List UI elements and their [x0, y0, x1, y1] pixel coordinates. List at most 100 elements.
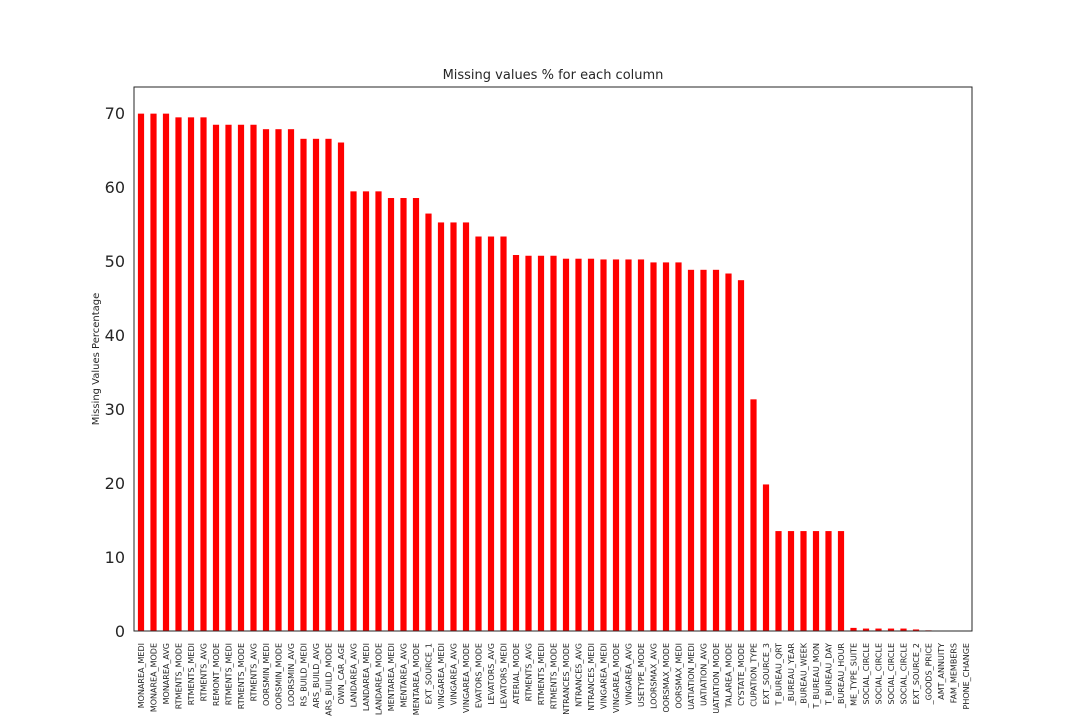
x-tick-label: RTMENTS_AVG — [250, 643, 259, 701]
x-tick-label: _BUREAU_HOUR — [837, 643, 846, 709]
y-tick-label: 60 — [105, 178, 125, 197]
bar — [837, 531, 845, 631]
bar — [750, 399, 757, 631]
bar — [825, 531, 832, 631]
bar — [512, 255, 520, 631]
x-tick-label: UATIATION_MEDI — [687, 643, 696, 710]
bar — [362, 191, 370, 632]
x-tick-label: CUPATION_TYPE — [750, 643, 759, 707]
bar — [575, 258, 582, 631]
x-tick-label: EXT_SOURCE_3 — [762, 643, 771, 704]
bar — [287, 129, 295, 631]
bar — [162, 113, 170, 631]
x-tick-label: RTMENTS_MEDI — [537, 643, 546, 705]
x-tick-label: SOCIAL_CIRCLE — [887, 643, 896, 704]
x-tick-label: MENTAREA_MEDI — [387, 643, 396, 711]
x-tick-label: OORSMAX_MODE — [662, 643, 671, 713]
bar — [550, 255, 557, 631]
bar — [187, 117, 195, 632]
y-tick-label: 20 — [105, 474, 125, 493]
x-ticks-group: MONAREA_MEDI MONAREA_MODE MONAREA_AVG RTMEN… — [137, 642, 971, 716]
x-tick-label: LEVATORS_AVG — [487, 643, 496, 705]
bar — [400, 198, 407, 631]
bar — [537, 255, 545, 631]
x-tick-label: CYSTATE_MODE — [737, 643, 746, 706]
bar — [500, 236, 507, 631]
x-tick-label: OORSMAX_MEDI — [675, 643, 684, 709]
x-tick-label: NTRANCES_MODE — [562, 643, 571, 715]
x-tick-label: _GOODS_PRICE — [925, 643, 934, 705]
x-tick-label: RS_BUILD_MEDI — [300, 643, 309, 706]
x-tick-label: LEVATORS_MEDI — [500, 643, 509, 709]
x-tick-label: UATIATION_AVG — [700, 643, 709, 706]
x-tick-label: USETYPE_MODE — [637, 643, 646, 707]
bar — [600, 259, 607, 631]
bar — [212, 124, 220, 631]
bar — [775, 531, 782, 631]
x-tick-label: RTMENTS_MODE — [550, 643, 559, 709]
bar — [900, 628, 907, 631]
bars-group — [137, 113, 957, 632]
x-tick-label: MENTAREA_AVG — [400, 643, 409, 707]
x-tick-label: AMT_ANNUITY — [937, 643, 946, 700]
bar — [387, 198, 395, 631]
bar — [737, 280, 745, 631]
bar — [875, 628, 882, 631]
bar — [487, 236, 495, 631]
bar — [650, 262, 657, 631]
bar — [462, 222, 470, 631]
x-tick-label: SOCIAL_CIRCLE — [862, 643, 871, 704]
y-tick-label: 50 — [105, 252, 125, 271]
bar — [800, 531, 807, 631]
x-tick-label: MONAREA_AVG — [162, 643, 171, 704]
bar — [612, 259, 620, 631]
x-tick-label: RTMENTS_MEDI — [225, 643, 234, 705]
bar — [225, 124, 232, 631]
x-tick-label: T_BUREAU_DAY — [825, 643, 834, 706]
x-tick-label: LANDAREA_MODE — [375, 643, 384, 715]
x-tick-label: LANDAREA_MEDI — [362, 643, 371, 711]
x-tick-label: RTMENTS_MODE — [175, 643, 184, 709]
bar — [337, 142, 345, 631]
x-tick-label: TALAREA_MODE — [725, 643, 734, 708]
x-tick-label: VINGAREA_MEDI — [600, 643, 609, 709]
bar — [350, 191, 357, 632]
y-tick-label: 0 — [115, 622, 125, 641]
x-tick-label: VINGAREA_MODE — [462, 643, 471, 713]
x-tick-label: _BUREAU_YEAR — [787, 643, 796, 707]
y-tick-label: 10 — [105, 548, 125, 567]
bar — [637, 259, 645, 631]
bar — [250, 124, 257, 631]
bar — [725, 273, 732, 631]
bar — [762, 484, 770, 631]
x-tick-label: LANDAREA_AVG — [350, 643, 359, 707]
bar — [425, 213, 432, 631]
x-tick-label: UATIATION_MODE — [712, 643, 721, 714]
bar — [662, 262, 670, 631]
x-tick-label: SOCIAL_CIRCLE — [900, 643, 909, 704]
bar — [525, 255, 532, 631]
x-tick-label: VINGAREA_AVG — [450, 643, 459, 705]
x-tick-label: MENTAREA_MODE — [412, 643, 421, 715]
x-tick-label: PHONE_CHANGE — [962, 643, 971, 710]
bar — [450, 222, 457, 631]
bar — [300, 138, 307, 631]
bar — [375, 191, 382, 632]
bar — [275, 129, 282, 631]
bar — [200, 117, 207, 632]
y-ticks-group: 0 10 20 30 40 50 60 70 — [105, 104, 125, 641]
y-axis-label: Missing Values Percentage — [91, 293, 102, 426]
x-tick-label: REMONT_MODE — [212, 643, 221, 706]
chart-title: Missing values % for each column — [443, 68, 664, 83]
x-tick-label: SOCIAL_CIRCLE — [875, 643, 884, 704]
bar — [175, 117, 182, 632]
x-tick-label: LOORSMAX_AVG — [650, 643, 659, 709]
bar — [325, 138, 332, 631]
y-tick-label: 40 — [105, 326, 125, 345]
bar — [437, 222, 445, 631]
x-tick-label: OORSMIN_MODE — [275, 643, 284, 710]
x-tick-label: VINGAREA_AVG — [625, 643, 634, 705]
x-tick-label: OORSMIN_MEDI — [262, 643, 271, 706]
bar — [412, 198, 420, 631]
bar — [850, 627, 857, 631]
